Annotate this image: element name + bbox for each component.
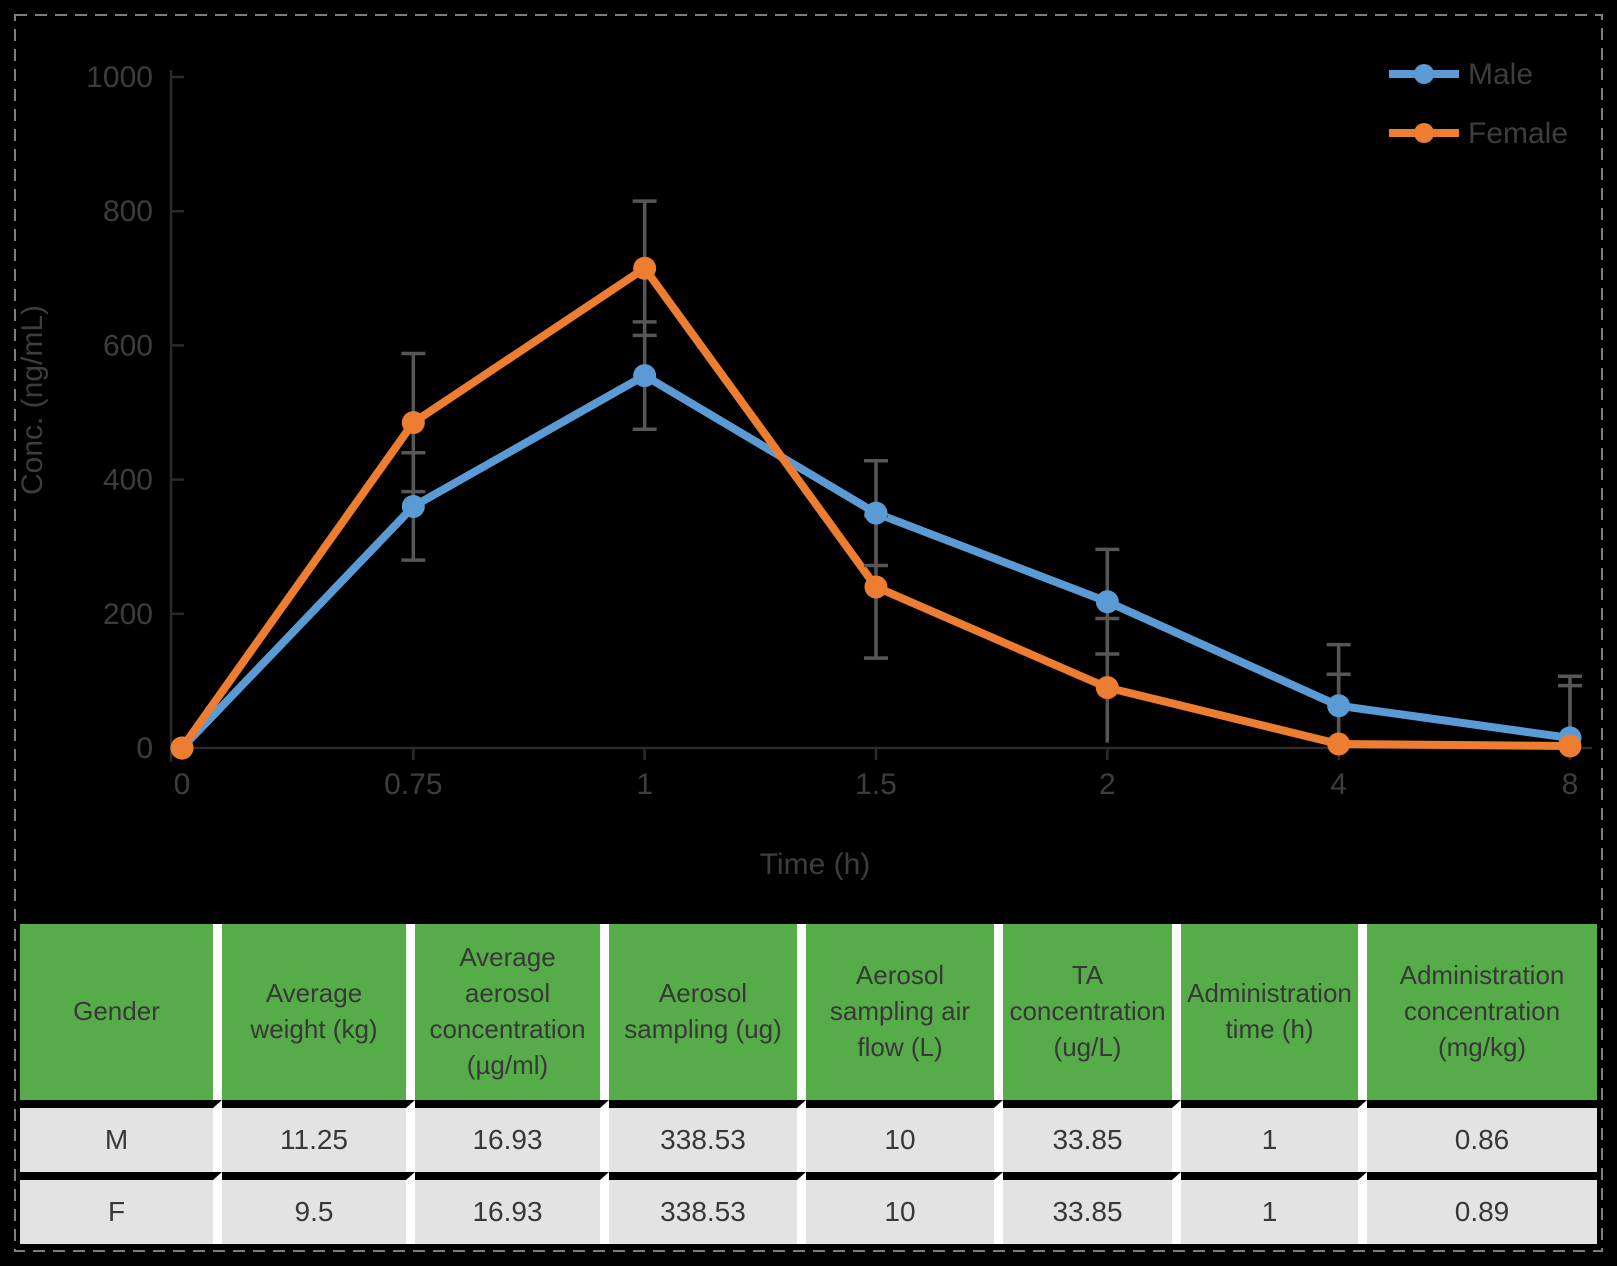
cell: 11.25 [222, 1100, 415, 1172]
table-header-row: Gender Average weight (kg) Average aeros… [20, 924, 1597, 1100]
cell: 9.5 [222, 1172, 415, 1244]
y-axis-title: Conc. (ng/mL) [16, 305, 49, 495]
cell: 16.93 [415, 1100, 609, 1172]
legend-label-male: Male [1468, 58, 1533, 91]
x-tick-label: 0 [174, 768, 191, 801]
y-tick-label: 200 [103, 598, 153, 631]
header-average-weight: Average weight (kg) [222, 924, 415, 1100]
x-tick-label: 2 [1099, 768, 1116, 801]
x-tick-label: 8 [1562, 768, 1579, 801]
axis-labels: 0 200 400 600 800 1000 0 0.75 1 1.5 2 4 8 Time (h) Con… [16, 61, 1578, 881]
error-bars [401, 199, 1582, 743]
cell: 338.53 [609, 1100, 806, 1172]
legend-label-female: Female [1468, 117, 1568, 150]
x-tick-label: 1.5 [855, 768, 897, 801]
series-markers-female [170, 256, 1582, 760]
legend: Male Female [1389, 58, 1568, 150]
cell: 10 [806, 1100, 1003, 1172]
series-markers-male [170, 364, 1582, 760]
cell-gender-m: M [20, 1100, 222, 1172]
header-administration-time: Administration time (h) [1181, 924, 1367, 1100]
cell-gender-f: F [20, 1172, 222, 1244]
cell: 10 [806, 1172, 1003, 1244]
x-axis-title: Time (h) [760, 848, 871, 881]
legend-swatch-marker [1414, 123, 1434, 143]
x-tick-label: 4 [1330, 768, 1347, 801]
y-tick-label: 400 [103, 464, 153, 497]
pk-parameters-table: Gender Average weight (kg) Average aeros… [20, 924, 1597, 1244]
y-tick-label: 1000 [86, 61, 153, 94]
header-average-aerosol-concentration: Average aerosol concentration (µg/ml) [415, 924, 609, 1100]
y-tick-label: 0 [136, 732, 153, 765]
cell: 338.53 [609, 1172, 806, 1244]
cell: 1 [1181, 1100, 1367, 1172]
cell: 0.86 [1367, 1100, 1597, 1172]
header-administration-concentration: Administration concentration (mg/kg) [1367, 924, 1597, 1100]
cell: 33.85 [1003, 1100, 1181, 1172]
cell: 33.85 [1003, 1172, 1181, 1244]
x-tick-label: 0.75 [384, 768, 442, 801]
page-dashed-border [14, 14, 1603, 1252]
y-tick-label: 600 [103, 329, 153, 362]
table-row-female: F 9.5 16.93 338.53 10 33.85 1 0.89 [20, 1172, 1597, 1244]
y-tick-label: 800 [103, 195, 153, 228]
header-aerosol-sampling: Aerosol sampling (ug) [609, 924, 806, 1100]
header-aerosol-sampling-air-flow: Aerosol sampling air flow (L) [806, 924, 1003, 1100]
pk-parameters-table-wrap: Gender Average weight (kg) Average aeros… [20, 924, 1597, 1244]
table-row-male: M 11.25 16.93 338.53 10 33.85 1 0.86 [20, 1100, 1597, 1172]
x-tick-label: 1 [636, 768, 653, 801]
header-gender: Gender [20, 924, 222, 1100]
cell: 16.93 [415, 1172, 609, 1244]
legend-swatch-marker [1414, 64, 1434, 84]
cell: 0.89 [1367, 1172, 1597, 1244]
header-ta-concentration: TA concentration (ug/L) [1003, 924, 1181, 1100]
cell: 1 [1181, 1172, 1367, 1244]
